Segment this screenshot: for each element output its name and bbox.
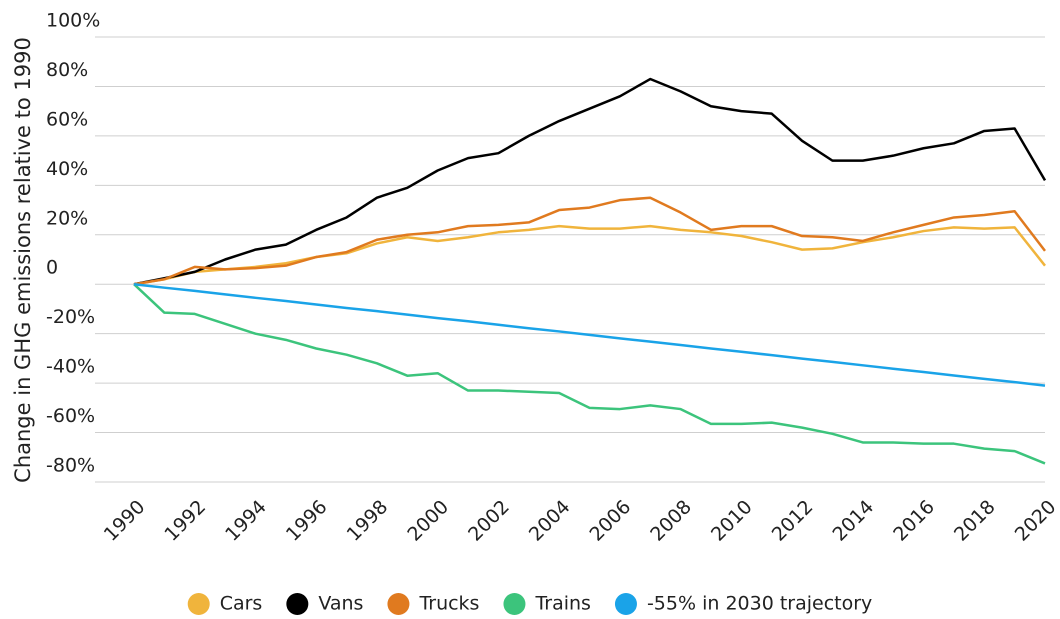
x-tick-label: 2004 [525,496,575,546]
x-tick-label: 1990 [100,496,150,546]
x-tick-label: 1992 [160,496,210,546]
x-tick-label: 2002 [464,496,514,546]
x-tick-label: 1994 [221,496,271,546]
x-tick-label: 2008 [646,496,696,546]
x-tick-label: 2012 [768,496,818,546]
y-tick-label: -20% [46,306,95,328]
legend-marker [187,593,210,615]
x-tick-label: 1998 [343,496,393,546]
y-tick-label: 100% [46,10,100,32]
series-line [133,77,1047,286]
y-tick-label: 40% [46,158,88,180]
legend-marker [286,593,309,615]
y-tick-label: 20% [46,207,88,229]
x-tick-label: 2006 [586,496,636,546]
legend-label: Cars [220,593,263,615]
legend-marker [503,593,526,615]
x-tick-label: 2000 [403,496,453,546]
x-tick-label: 2020 [1011,496,1060,546]
y-tick-label: 80% [46,59,88,81]
y-tick-label: -80% [46,455,95,477]
y-axis-label: Change in GHG emissions relative to 1990 [11,37,35,483]
legend-label: -55% in 2030 trajectory [647,593,872,615]
legend-label: Vans [318,593,363,615]
series-line [133,282,1046,387]
y-tick-label: -60% [46,405,95,427]
legend-marker [614,593,637,615]
x-tick-label: 2010 [707,496,757,546]
x-tick-label: 1996 [282,496,332,546]
x-tick-label: 2016 [889,496,939,546]
series-line [133,224,1046,286]
legend-label: Trains [534,593,591,615]
x-tick-label: 2014 [828,496,878,546]
y-tick-label: 60% [46,108,88,130]
series-line [133,283,1046,465]
x-tick-label: 2018 [950,496,1000,546]
series-line [133,196,1046,286]
legend-label: Trucks [418,593,479,615]
legend-marker [387,593,410,615]
y-tick-label: -40% [46,356,95,378]
y-tick-label: 0 [46,257,58,279]
